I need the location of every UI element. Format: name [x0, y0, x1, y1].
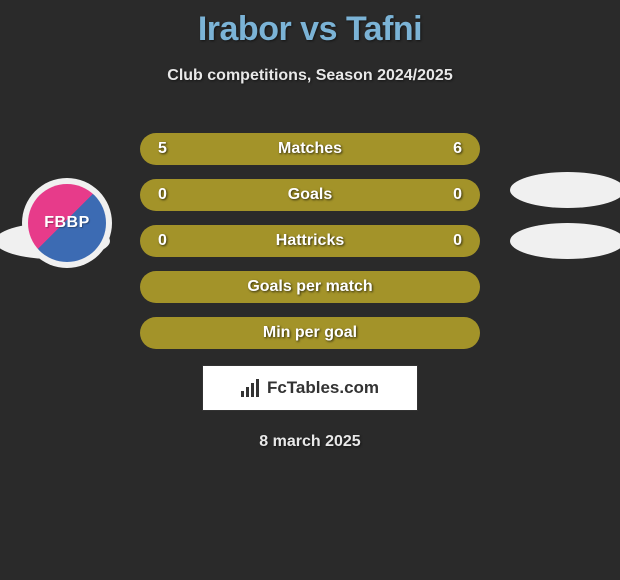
- stat-label: Min per goal: [263, 324, 357, 342]
- comparison-title: Irabor vs Tafni: [0, 0, 620, 49]
- stat-left-value: 0: [158, 232, 198, 250]
- stats-container: 5 Matches 6 0 Goals 0 0 Hattricks 0 Goal…: [140, 133, 480, 349]
- brand-box[interactable]: FcTables.com: [202, 365, 418, 411]
- vs-text: vs: [300, 10, 337, 48]
- stat-bar-hattricks: 0 Hattricks 0: [140, 225, 480, 257]
- stat-bar-min-per-goal: Min per goal: [140, 317, 480, 349]
- stat-label: Hattricks: [276, 232, 344, 250]
- player1-name: Irabor: [198, 10, 291, 48]
- stat-label: Matches: [278, 140, 342, 158]
- club-badge-inner: FBBP: [28, 184, 106, 262]
- club-badge-text: FBBP: [44, 214, 90, 232]
- date-text: 8 march 2025: [0, 433, 620, 451]
- player2-placeholder-ellipse-1: [510, 223, 620, 259]
- stat-bar-goals: 0 Goals 0: [140, 179, 480, 211]
- stat-label: Goals per match: [247, 278, 372, 296]
- stat-left-value: 0: [158, 186, 198, 204]
- club-badge: FBBP: [22, 178, 112, 268]
- player2-name: Tafni: [346, 10, 422, 48]
- ellipse-wrapper-2: [505, 172, 620, 208]
- stat-right-value: 6: [422, 140, 462, 158]
- stat-left-value: 5: [158, 140, 198, 158]
- subtitle-text: Club competitions, Season 2024/2025: [0, 67, 620, 85]
- stat-right-value: 0: [422, 232, 462, 250]
- brand-text: FcTables.com: [267, 378, 379, 398]
- stat-bar-matches: 5 Matches 6: [140, 133, 480, 165]
- bar-chart-icon: [241, 379, 261, 397]
- stat-bar-goals-per-match: Goals per match: [140, 271, 480, 303]
- stat-right-value: 0: [422, 186, 462, 204]
- player2-placeholder-ellipse-2: [510, 172, 620, 208]
- stat-label: Goals: [288, 186, 332, 204]
